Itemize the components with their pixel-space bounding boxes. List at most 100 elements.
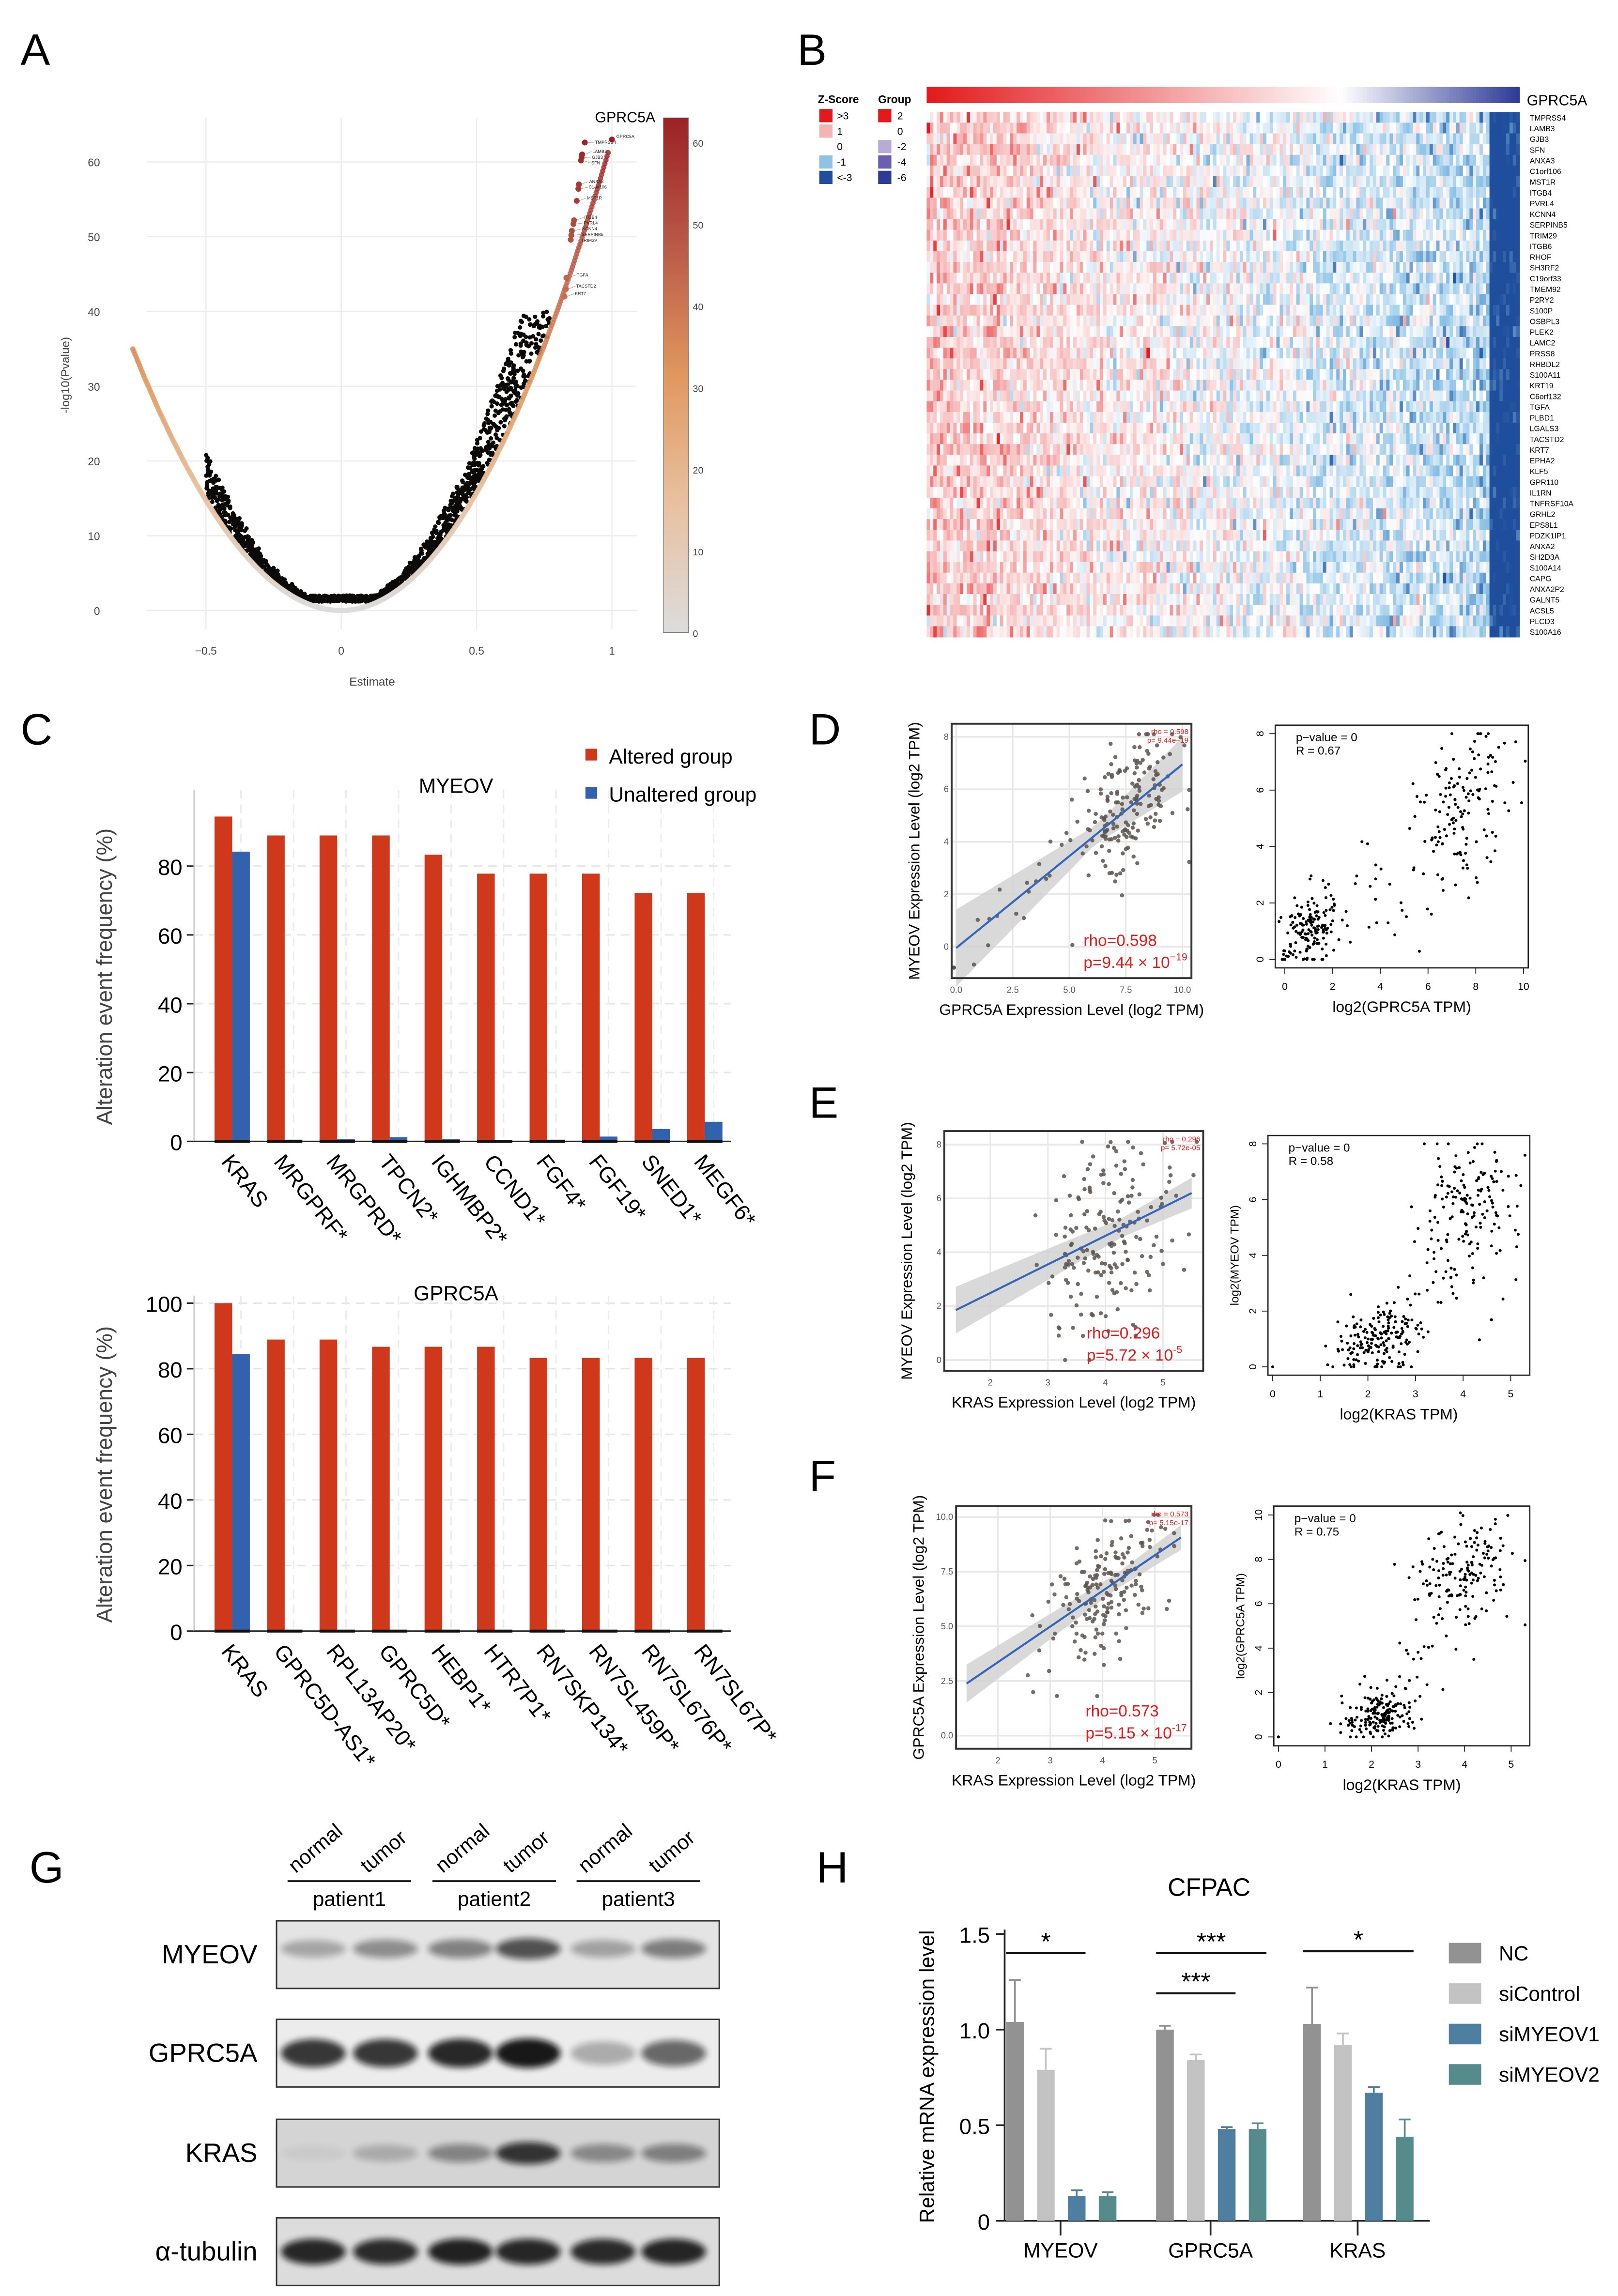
group-bar-cell: [1266, 87, 1270, 104]
heatmap-cell: [1340, 165, 1343, 177]
heatmap-cell: [1043, 154, 1047, 166]
heatmap-cell: [1049, 198, 1054, 209]
heatmap-cell: [1386, 262, 1390, 274]
heatmap-cell: [1209, 187, 1214, 199]
heatmap-cell: [1473, 176, 1477, 188]
heatmap-cell: [1166, 240, 1171, 252]
heatmap-cell: [1383, 133, 1387, 145]
heatmap-cell: [1136, 122, 1140, 134]
heatmap-cell: [1216, 112, 1220, 123]
heatmap-cell: [1459, 112, 1464, 123]
heatmap-cell: [1047, 165, 1050, 177]
heatmap-cell: [1399, 230, 1403, 241]
data-point: [350, 598, 355, 603]
heatmap-cell: [1276, 133, 1280, 145]
point-label: KCNN4: [582, 227, 597, 231]
gene-label: GJB3: [1530, 136, 1549, 144]
heatmap-cell: [1499, 176, 1504, 188]
x-tick-label: 1: [609, 644, 615, 657]
gene-label: SFN: [1530, 146, 1545, 154]
heatmap-cell: [980, 273, 984, 284]
heatmap-cell: [1103, 112, 1107, 123]
heatmap-cell: [1476, 208, 1480, 220]
heatmap-cell: [1116, 176, 1121, 188]
heatmap-cell: [1150, 198, 1154, 209]
heatmap-cell: [1013, 187, 1017, 199]
heatmap-cell: [943, 208, 947, 220]
heatmap-cell: [1353, 273, 1357, 284]
heatmap-cell: [1136, 112, 1140, 123]
group-bar-cell: [1060, 87, 1064, 104]
heatmap-cell: [1140, 208, 1144, 220]
heatmap-cell: [1509, 251, 1513, 262]
y-tick-label: 30: [88, 381, 100, 393]
heatmap-cell: [1186, 122, 1190, 134]
group-bar-cell: [1183, 87, 1187, 104]
heatmap-cell: [1060, 240, 1064, 252]
heatmap-cell: [1409, 251, 1414, 262]
heatmap-cell: [1416, 176, 1420, 188]
heatmap-cell: [1073, 187, 1077, 199]
label-leader-line: [567, 293, 574, 297]
heatmap-cell: [1086, 219, 1091, 230]
heatmap-cell: [1013, 198, 1017, 209]
heatmap-cell: [1366, 187, 1370, 199]
heatmap-cell: [1150, 262, 1154, 274]
data-point: [487, 425, 492, 430]
heatmap-cell: [1443, 112, 1447, 123]
heatmap-cell: [1176, 165, 1181, 177]
heatmap-cell: [1100, 198, 1104, 209]
heatmap-cell: [1100, 112, 1104, 123]
heatmap-cell: [1209, 208, 1214, 220]
heatmap-cell: [1336, 154, 1341, 166]
heatmap-cell: [1079, 208, 1084, 220]
heatmap-cell: [1060, 262, 1064, 274]
heatmap-cell: [933, 165, 938, 177]
heatmap-cell: [1370, 251, 1373, 262]
heatmap-cell: [1003, 208, 1007, 220]
heatmap-cell: [1170, 251, 1174, 262]
heatmap-cell: [1343, 208, 1347, 220]
heatmap-cell: [1486, 208, 1490, 220]
heatmap-cell: [1273, 112, 1277, 123]
heatmap-cell: [1286, 154, 1290, 166]
heatmap-cell: [946, 273, 951, 284]
heatmap-cell: [967, 240, 971, 252]
heatmap-cell: [1047, 112, 1050, 123]
heatmap-cell: [1449, 251, 1453, 262]
heatmap-cell: [1106, 230, 1110, 241]
heatmap-cell: [1103, 240, 1107, 252]
heatmap-cell: [1073, 240, 1077, 252]
data-point: [369, 595, 374, 599]
heatmap-cell: [1056, 187, 1061, 199]
x-tick-label: 0.5: [469, 644, 484, 657]
data-point: [237, 516, 242, 521]
heatmap-cell: [1260, 208, 1264, 220]
heatmap-cell: [1343, 198, 1347, 209]
heatmap-cell: [1036, 283, 1041, 295]
heatmap-cell: [1363, 240, 1367, 252]
heatmap-cell: [1070, 122, 1074, 134]
heatmap-cell: [1336, 122, 1341, 134]
heatmap-cell: [1209, 273, 1214, 284]
heatmap-cell: [1216, 187, 1220, 199]
heatmap-cell: [1103, 122, 1107, 134]
heatmap-cell: [1049, 165, 1054, 177]
heatmap-cell: [1060, 273, 1064, 284]
heatmap-cell: [1276, 122, 1280, 134]
group-bar-cell: [1143, 87, 1147, 104]
data-point: [516, 353, 521, 358]
heatmap-cell: [1079, 165, 1084, 177]
heatmap-cell: [1176, 230, 1181, 241]
heatmap-cell: [1150, 251, 1154, 262]
heatmap-cell: [1370, 208, 1373, 220]
heatmap-cell: [1233, 198, 1237, 209]
heatmap-cell: [1253, 251, 1257, 262]
heatmap-cell: [1086, 251, 1091, 262]
point-label: TGFA: [577, 273, 589, 277]
heatmap-cell: [1200, 251, 1204, 262]
heatmap-cell: [1359, 208, 1364, 220]
heatmap-cell: [970, 219, 974, 230]
heatmap-cell: [1163, 230, 1167, 241]
heatmap-cell: [1123, 240, 1127, 252]
